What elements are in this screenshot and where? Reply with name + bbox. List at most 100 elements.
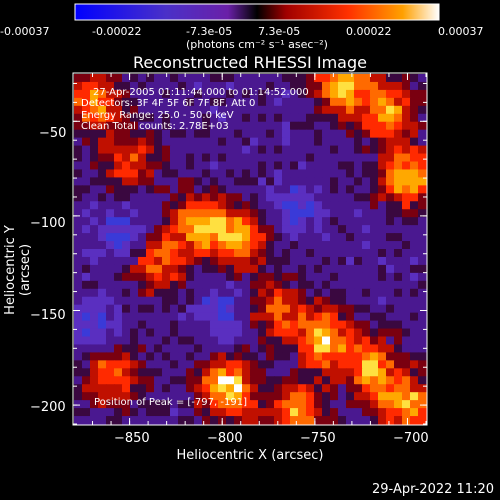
heatmap-cell (354, 121, 363, 131)
heatmap-cell (106, 264, 115, 274)
heatmap-cell (226, 256, 235, 266)
heatmap-cell (138, 217, 147, 226)
heatmap-cell (394, 177, 403, 186)
heatmap-cell (250, 384, 259, 393)
heatmap-cell (178, 368, 187, 377)
heatmap-cell (194, 217, 203, 226)
heatmap-cell (242, 193, 251, 202)
heatmap-cell (114, 137, 123, 147)
heatmap-cell (378, 177, 387, 186)
heatmap-cell (362, 217, 371, 226)
heatmap-cell (250, 129, 259, 139)
heatmap-cell (314, 193, 323, 202)
heatmap-cell (90, 121, 99, 131)
heatmap-cell (162, 416, 171, 425)
heatmap-cell (242, 280, 251, 290)
heatmap-cell (290, 241, 299, 250)
heatmap-cell (402, 344, 411, 354)
heatmap-cell (418, 280, 427, 290)
heatmap-cell (250, 352, 259, 361)
heatmap-cell (346, 272, 355, 282)
heatmap-cell (274, 408, 283, 417)
heatmap-cell (186, 185, 195, 194)
heatmap-cell (330, 177, 339, 186)
heatmap-cell (418, 384, 427, 393)
heatmap-cell (74, 320, 83, 330)
heatmap-cell (162, 121, 171, 131)
heatmap-cell (274, 233, 283, 242)
heatmap-cell (266, 384, 275, 393)
heatmap-cell (178, 129, 187, 139)
heatmap-cell (362, 225, 371, 234)
heatmap-cell (162, 74, 171, 83)
heatmap-cell (242, 352, 251, 361)
heatmap-cell (402, 225, 411, 234)
heatmap-cell (210, 129, 219, 139)
heatmap-cell (114, 312, 123, 322)
heatmap-cell (258, 225, 267, 234)
heatmap-cell (114, 272, 123, 282)
heatmap-cell (122, 304, 131, 314)
heatmap-cell (130, 312, 139, 322)
heatmap-cell (386, 129, 395, 139)
heatmap-cell (258, 185, 267, 194)
heatmap-cell (322, 264, 331, 274)
heatmap-cell (306, 161, 315, 171)
heatmap-cell (242, 233, 251, 242)
heatmap-cell (394, 408, 403, 417)
heatmap-cell (290, 344, 299, 354)
heatmap-cell (330, 89, 339, 99)
heatmap-cell (282, 153, 291, 163)
heatmap-cell (386, 193, 395, 202)
heatmap-cell (290, 256, 299, 266)
heatmap-cell (210, 121, 219, 131)
heatmap-cell (354, 105, 363, 115)
heatmap-cell (306, 209, 315, 218)
heatmap-cell (266, 400, 275, 409)
heatmap-cell (210, 280, 219, 290)
heatmap-cell (370, 288, 379, 298)
heatmap-cell (250, 408, 259, 417)
heatmap-cell (130, 113, 139, 123)
heatmap-cell (234, 256, 243, 266)
heatmap-cell (274, 81, 283, 91)
heatmap-cell (234, 169, 243, 179)
heatmap-cell (242, 241, 251, 250)
heatmap-cell (154, 161, 163, 171)
heatmap-cell (314, 161, 323, 171)
heatmap-cell (322, 296, 331, 306)
heatmap-cell (130, 392, 139, 401)
heatmap-cell (194, 376, 203, 385)
heatmap-cell (402, 400, 411, 409)
heatmap-cell (202, 376, 211, 385)
heatmap-cell (338, 336, 347, 346)
heatmap-cell (202, 360, 211, 369)
heatmap-cell (346, 89, 355, 99)
heatmap-cell (314, 153, 323, 163)
heatmap-cell (138, 137, 147, 147)
heatmap-cell (266, 264, 275, 274)
heatmap-cell (266, 249, 275, 258)
heatmap-cell (234, 89, 243, 99)
heatmap-cell (170, 320, 179, 330)
heatmap-cell (146, 81, 155, 91)
heatmap-cell (250, 209, 259, 218)
heatmap-cell (226, 81, 235, 91)
heatmap-cell (354, 241, 363, 250)
heatmap-cell (114, 145, 123, 155)
heatmap-cell (210, 408, 219, 417)
heatmap-cell (162, 272, 171, 282)
heatmap-cell (290, 97, 299, 107)
heatmap-cell (362, 344, 371, 354)
heatmap-cell (170, 256, 179, 266)
heatmap-cell (418, 288, 427, 298)
heatmap-cell (138, 336, 147, 346)
heatmap-cell (74, 344, 83, 354)
heatmap-cell (146, 129, 155, 139)
heatmap-cell (242, 360, 251, 369)
heatmap-cell (266, 177, 275, 186)
heatmap-cell (338, 352, 347, 361)
heatmap-cell (130, 169, 139, 179)
heatmap-cell (322, 384, 331, 393)
heatmap-cell (386, 256, 395, 266)
